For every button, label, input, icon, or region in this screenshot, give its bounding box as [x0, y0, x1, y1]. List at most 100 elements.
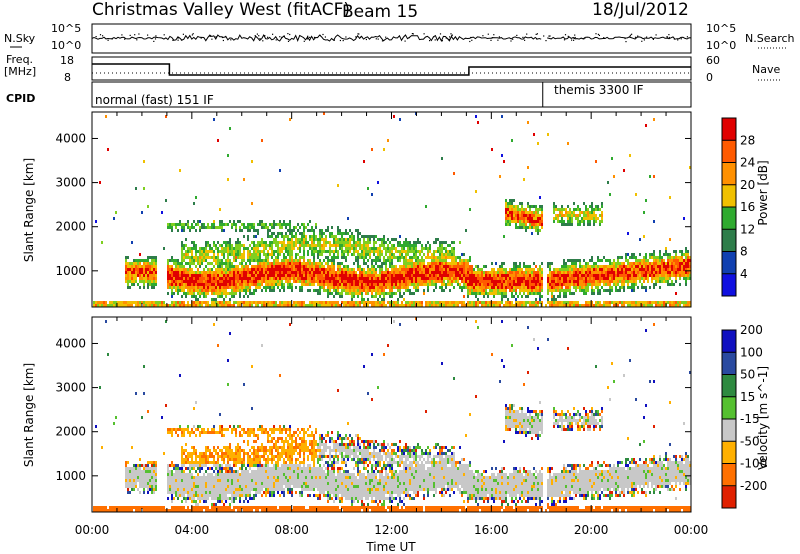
power-cell: [655, 262, 657, 265]
power-cell: [491, 304, 493, 307]
nave-tick-high: 60: [706, 54, 720, 67]
power-cell: [179, 289, 181, 292]
power-cell: [375, 256, 377, 259]
power-cell: [207, 253, 209, 256]
power-cell: [475, 301, 477, 304]
power-cell: [235, 226, 237, 229]
power-cell: [227, 265, 229, 268]
power-cell: [611, 268, 613, 271]
power-cell: [501, 262, 503, 265]
power-cell: [233, 250, 235, 253]
power-cell: [313, 259, 315, 262]
power-cell: [541, 286, 543, 289]
power-cell: [587, 280, 589, 283]
power-cell: [227, 268, 229, 271]
power-cell: [375, 295, 377, 298]
power-cell: [655, 259, 657, 262]
power-cell: [407, 274, 409, 277]
power-cell: [299, 289, 301, 292]
power-cell: [525, 211, 527, 214]
power-cell: [579, 211, 581, 214]
power-cell: [295, 256, 297, 259]
power-cell: [295, 259, 297, 262]
power-cell: [223, 304, 225, 307]
power-cell: [639, 259, 641, 262]
power-cell: [315, 289, 317, 292]
velocity-cell: [135, 509, 137, 512]
power-cell: [547, 301, 549, 304]
power-cell: [135, 271, 137, 274]
power-cell: [203, 268, 205, 271]
power-cell: [335, 247, 337, 250]
power-cell: [319, 283, 321, 286]
power-cell: [625, 253, 627, 256]
power-cell: [503, 292, 505, 295]
power-cell: [197, 277, 199, 280]
power-cell: [339, 241, 341, 244]
power-cell: [233, 268, 235, 271]
power-cell: [501, 301, 503, 304]
power-cell: [359, 241, 361, 244]
power-cell: [125, 268, 127, 271]
power-cell: [301, 289, 303, 292]
power-cell: [569, 304, 571, 307]
power-cell: [253, 247, 255, 250]
power-cell: [579, 214, 581, 217]
power-cell: [403, 280, 405, 283]
power-cell: [185, 292, 187, 295]
power-cell: [103, 301, 105, 304]
power-cell: [533, 304, 535, 307]
power-cell: [577, 217, 579, 220]
power-cell: [363, 241, 365, 244]
power-cell: [607, 181, 609, 184]
power-cell: [349, 235, 351, 238]
power-cell: [377, 280, 379, 283]
power-cell: [643, 265, 645, 268]
velocity-cell: [125, 485, 127, 488]
power-cell: [339, 274, 341, 277]
power-cell: [289, 247, 291, 250]
power-cell: [535, 271, 537, 274]
power-cell: [309, 229, 311, 232]
power-cell: [423, 262, 425, 265]
power-cell: [583, 217, 585, 220]
power-cell: [233, 253, 235, 256]
velocity-cell: [105, 506, 107, 509]
power-cell: [449, 301, 451, 304]
power-cell: [611, 277, 613, 280]
velocity-cell: [125, 473, 127, 476]
power-cell: [341, 250, 343, 253]
power-cell: [265, 289, 267, 292]
power-cell: [295, 232, 297, 235]
power-cell: [667, 265, 669, 268]
power-cell: [317, 271, 319, 274]
power-cell: [293, 241, 295, 244]
power-cell: [321, 262, 323, 265]
power-cell: [363, 283, 365, 286]
power-cell: [139, 253, 141, 256]
power-x-ticks: [91, 112, 692, 307]
power-cell: [533, 217, 535, 220]
power-cell: [353, 250, 355, 253]
velocity-cell: [127, 473, 129, 476]
power-cell: [445, 304, 447, 307]
power-cell: [455, 274, 457, 277]
power-cell: [345, 283, 347, 286]
power-cell: [343, 244, 345, 247]
noise-dot: [634, 36, 637, 38]
power-cell: [627, 232, 629, 235]
power-cell: [615, 271, 617, 274]
power-cell: [379, 253, 381, 256]
power-cell: [427, 262, 429, 265]
power-cell: [677, 268, 679, 271]
power-cell: [287, 268, 289, 271]
power-cell: [319, 280, 321, 283]
power-cell: [253, 277, 255, 280]
power-cell: [669, 268, 671, 271]
power-cell: [183, 265, 185, 268]
power-cell: [221, 268, 223, 271]
power-cell: [593, 268, 595, 271]
power-cell: [215, 283, 217, 286]
power-cell: [405, 289, 407, 292]
power-cell: [283, 241, 285, 244]
